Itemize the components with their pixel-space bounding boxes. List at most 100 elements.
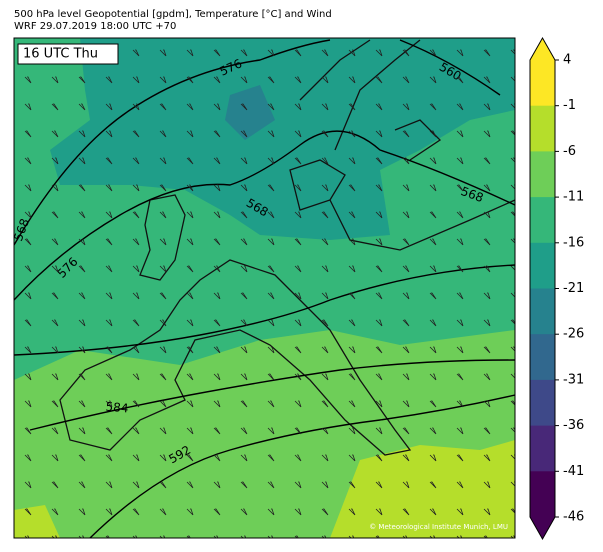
wind-barb (429, 346, 437, 354)
wind-barb (267, 427, 275, 435)
colorbar-tick-label: -6 (563, 144, 576, 159)
colorbar-extend-bottom (530, 517, 555, 539)
wind-barb (294, 292, 302, 300)
wind-barb (240, 184, 248, 192)
wind-barb (375, 49, 383, 57)
wind-barb (78, 103, 86, 111)
wind-barb (402, 184, 410, 192)
wind-barb (24, 130, 32, 138)
colorbar-tick-label: -26 (563, 327, 584, 342)
wind-barb (375, 427, 383, 435)
wind-barb (510, 508, 515, 514)
wind-barb (132, 481, 140, 489)
colorbar-band (530, 288, 555, 335)
wind-barb (510, 265, 515, 271)
wind-barb (402, 49, 410, 57)
wind-barb (186, 76, 194, 84)
wind-barb (456, 49, 464, 57)
wind-barb (375, 103, 383, 111)
wind-barb (132, 535, 138, 538)
wind-barb (321, 508, 329, 516)
map-frame (13, 37, 516, 539)
wind-barb (456, 211, 464, 219)
wind-barb (321, 184, 329, 192)
colorbar-tick-label: -46 (563, 510, 584, 525)
wind-barb (402, 76, 410, 84)
wind-barb (132, 292, 140, 300)
wind-barb (375, 130, 383, 138)
colorbar: 4 -1 -6 -11 -16 -21 -26 -31 -36 -41 -46 (529, 36, 584, 541)
wind-barb (348, 265, 356, 273)
wind-barb (24, 319, 32, 327)
wind-barb (429, 49, 437, 57)
wind-barb (24, 535, 30, 538)
wind-barb (294, 508, 302, 516)
wind-barb (78, 346, 86, 354)
wind-barb (240, 400, 248, 408)
colorbar-tick-label: -21 (563, 281, 584, 296)
wind-barb (186, 265, 194, 273)
wind-barb (402, 265, 410, 273)
wind-barb (348, 454, 356, 462)
wind-barb (348, 508, 356, 516)
wind-barb (456, 130, 464, 138)
wind-barb (51, 184, 59, 192)
wind-barb (105, 454, 113, 462)
wind-barb (321, 238, 329, 246)
colorbar-band (530, 105, 555, 152)
wind-barb (375, 535, 380, 538)
wind-barb (456, 76, 464, 84)
colorbar-band (530, 471, 555, 518)
wind-barb (105, 157, 113, 165)
contour-label: 584 (105, 400, 129, 416)
wind-barb (132, 130, 140, 138)
wind-barb (375, 265, 383, 273)
wind-barb (240, 157, 248, 165)
wind-barb (213, 130, 221, 138)
colorbar-tick-label: -1 (563, 98, 576, 113)
wind-barb (267, 211, 275, 219)
wind-barb (456, 535, 463, 538)
wind-barb (159, 400, 167, 408)
wind-barb (240, 238, 248, 246)
wind-barb (186, 211, 194, 219)
wind-barb (348, 373, 356, 381)
wind-barb (159, 238, 167, 246)
wind-barb (429, 265, 437, 273)
wind-barb (429, 454, 437, 462)
wind-barb (402, 427, 410, 435)
wind-barb (456, 373, 464, 381)
wind-barb (51, 427, 59, 435)
wind-barb (240, 346, 248, 354)
colorbar-extend-top (530, 38, 555, 60)
wind-barb (24, 265, 32, 273)
wind-barb (105, 238, 113, 246)
wind-barb (105, 400, 113, 408)
wind-barb (24, 76, 32, 84)
wind-barb (429, 157, 437, 165)
wind-barb (78, 211, 86, 219)
wind-barb (24, 211, 32, 219)
wind-barb (240, 49, 248, 57)
wind-barb (321, 130, 329, 138)
wind-barb (24, 184, 32, 192)
cold-core (225, 85, 275, 140)
wind-barb (294, 49, 302, 57)
wind-barb (456, 184, 464, 192)
wind-barb (240, 373, 248, 381)
wind-barb (24, 400, 32, 408)
wind-barb (483, 481, 491, 489)
wind-barb (159, 265, 167, 273)
wind-barb (213, 400, 221, 408)
wind-barb (375, 184, 383, 192)
wind-barb (24, 157, 32, 165)
wind-barb (213, 211, 221, 219)
wind-barb (402, 292, 410, 300)
wind-barb (510, 238, 515, 244)
wind-barb (213, 508, 221, 516)
wind-barb (213, 346, 221, 354)
wind-barb (159, 49, 167, 57)
wind-barb (510, 76, 515, 82)
wind-barb (510, 454, 515, 460)
wind-barb (159, 373, 167, 381)
